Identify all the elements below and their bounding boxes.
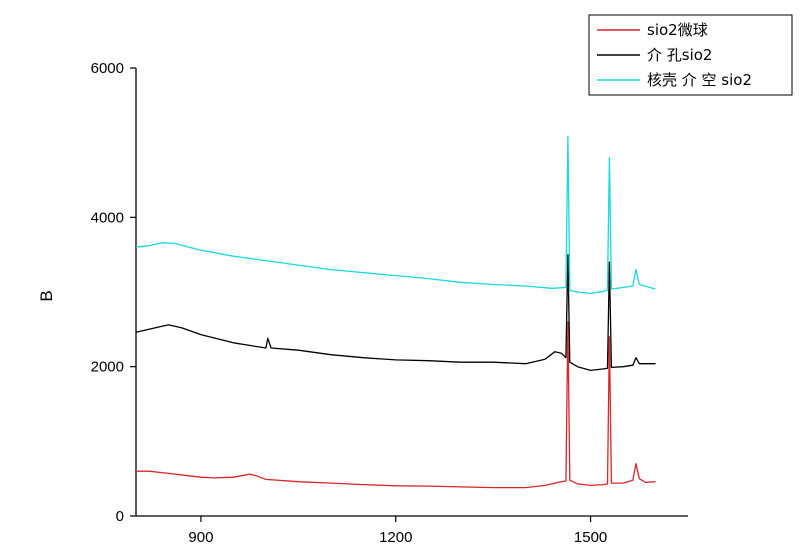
y-ticks: 0 2000 4000 6000 [91,60,136,525]
series-line [136,321,656,489]
x-ticks: 900 1200 1500 [188,516,607,546]
x-tick-label: 1500 [574,529,607,546]
x-tick-label: 1200 [379,529,412,546]
axes [135,68,688,517]
series-line [135,136,656,295]
y-tick-label: 4000 [91,209,124,226]
y-axis-title: B [37,290,56,301]
legend-label: 核壳 介 空 sio2 [647,71,752,89]
y-tick-label: 2000 [91,359,124,376]
y-tick-label: 6000 [91,60,124,77]
series-group [135,136,656,489]
legend-label: 介 孔sio2 [647,46,712,64]
series-line [135,254,656,372]
y-tick-label: 0 [116,508,124,525]
legend-label: sio2微球 [647,21,708,39]
x-tick-label: 900 [188,529,213,546]
